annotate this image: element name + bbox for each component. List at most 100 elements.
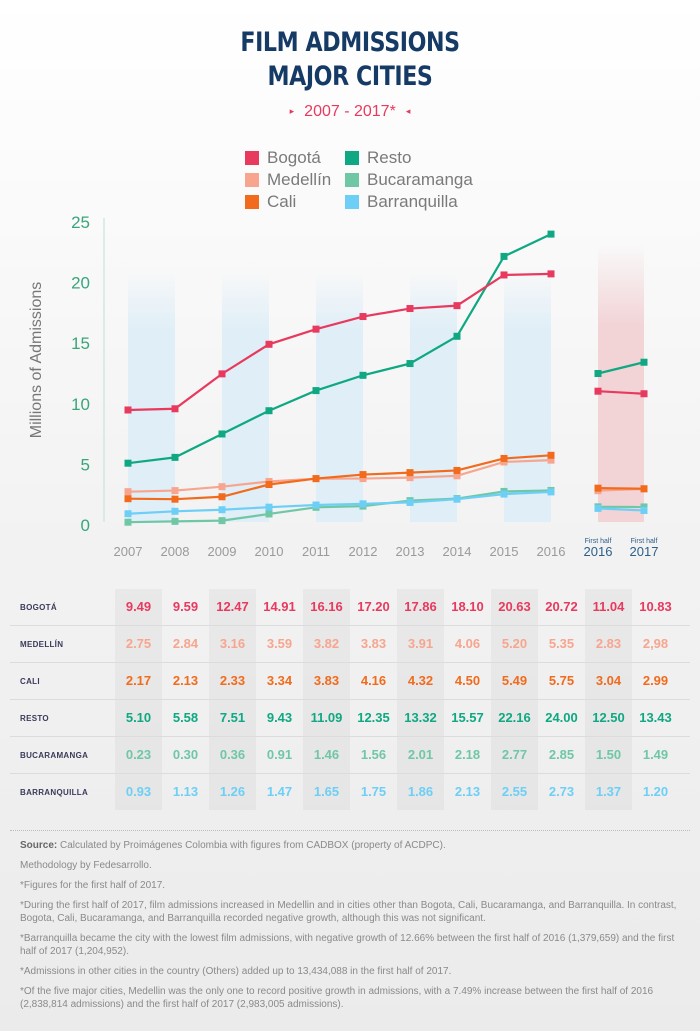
year-band [128,270,175,522]
table-cell: 2.73 [548,784,575,799]
legend-item: Resto [345,148,485,168]
series-half-line-cali [597,487,645,490]
table-cell: 0.91 [266,747,293,762]
data-point-resto [640,358,648,366]
data-point-medellin [406,474,414,482]
legend-label: Bucaramanga [367,170,473,189]
data-point-medellin [500,458,508,466]
data-point-resto [124,459,132,467]
table-cell: 2.13 [454,784,481,799]
table-cell: 12.50 [585,700,632,736]
data-point-resto [265,407,273,415]
table-cell: 1.47 [266,784,293,799]
table-cell: 1.56 [360,747,387,762]
data-point-medellin [124,488,132,496]
table-cell: 5.58 [172,710,199,725]
table-cell: 11.09 [303,700,350,736]
table-row: CALI 2.17 2.13 2.33 3.34 3.83 4.16 4.32 4.50 5.49… [10,663,690,700]
notes-section: Source: Calculated by Proimágenes Colomb… [10,830,690,1018]
data-point-barranquilla [500,490,508,498]
table-cell: 22.16 [491,700,538,736]
data-point-bogota [594,387,602,395]
subtitle-text: 2007 - 2017* [304,103,396,120]
x-tick-label: 2008 [161,544,190,559]
data-point-barranquilla [406,498,414,506]
data-point-cali [500,454,508,462]
table-cell: 3.91 [397,626,444,662]
legend-label: Bogotá [267,148,321,167]
legend-label: Cali [267,192,297,211]
table-cell: 3.83 [360,636,387,651]
table-cell: 13.43 [639,710,672,725]
line-chart: 0 5 10 15 20 25 2007 2008 2009 2010 2011 2012 2013 20… [71,213,658,559]
footnote: *Figures for the first half of 2017. [20,880,166,891]
table-cell: 4.16 [360,673,387,688]
title-line-1: FILM ADMISSIONS [240,27,460,58]
table-cell: 12.35 [357,710,390,725]
data-point-cali [640,485,648,493]
table-cell: 1.75 [360,784,387,799]
table-cell: 16.16 [303,589,350,625]
source-note: Source: Calculated by Proimágenes Colomb… [20,839,680,852]
x-tick-prefix: First half [585,538,612,545]
legend-swatch [245,195,259,209]
data-point-resto [547,230,555,238]
table-cell: 2.55 [491,774,538,810]
data-point-resto [500,252,508,260]
first-half-band [598,245,644,522]
table-cell: 3.16 [209,626,256,662]
table-cell: 3.04 [585,663,632,699]
table-cell: 1.49 [642,747,669,762]
series-half-line-resto [597,361,645,375]
x-tick-label: 2007 [114,544,143,559]
table-cell: 2.01 [397,737,444,773]
triangle-left-icon: ◂ [405,106,411,116]
table-cell: 2.83 [585,626,632,662]
table-cell: 0.23 [115,737,162,773]
table-cell: 3.34 [266,673,293,688]
data-point-cali [312,475,320,483]
table-cell: 24.00 [545,710,578,725]
data-point-bogota [500,271,508,279]
table-cell: 2.18 [454,747,481,762]
data-point-resto [594,370,602,377]
year-band [504,270,551,522]
data-point-bogota [359,313,367,321]
data-point-barranquilla [640,506,648,514]
table-cell: 15.57 [451,710,484,725]
legend-item: Cali [245,192,345,212]
table-row: MEDELLÍN 2.75 2.84 3.16 3.59 3.82 3.83 3.91 4.06… [10,626,690,663]
data-point-medellin [171,487,179,495]
data-point-medellin [453,472,461,480]
data-point-medellin [218,483,226,491]
series-line-resto [127,233,552,465]
series-half-line-barranquilla [597,507,645,512]
row-label: RESTO [20,713,49,723]
title-line-2: MAJOR CITIES [267,61,433,92]
legend-label: Barranquilla [367,192,458,211]
table-cell: 20.72 [545,599,578,614]
table-row: BOGOTÁ 9.49 9.59 12.47 14.91 16.16 17.20 17.86 1… [10,589,690,626]
data-point-bucaramanga [218,517,226,525]
y-tick-label: 10 [71,395,90,414]
row-label: BUCARAMANGA [20,750,89,760]
legend-swatch [245,173,259,187]
table-row: BUCARAMANGA 0.23 0.30 0.36 0.91 1.46 1.56 2.01 2… [10,737,690,774]
x-tick-label: 2016 [537,544,566,559]
row-label: BOGOTÁ [20,602,57,612]
table-cell: 3.82 [303,626,350,662]
y-tick-label: 25 [71,213,90,232]
subtitle: ▸ 2007 - 2017* ◂ [0,103,700,121]
legend-label: Resto [367,148,412,167]
table-cell: 10.83 [639,599,672,614]
table-cell: 2,98 [642,636,669,651]
data-point-resto [171,453,179,461]
table-cell: 2.33 [209,663,256,699]
table-cell: 5.49 [491,663,538,699]
y-tick-label: 0 [81,516,90,535]
data-point-bucaramanga [171,517,179,525]
legend-swatch [345,173,359,187]
footnote: *Of the five major cities, Medellin was … [20,986,654,1010]
data-point-cali [594,484,602,492]
data-point-bucaramanga [640,503,648,511]
